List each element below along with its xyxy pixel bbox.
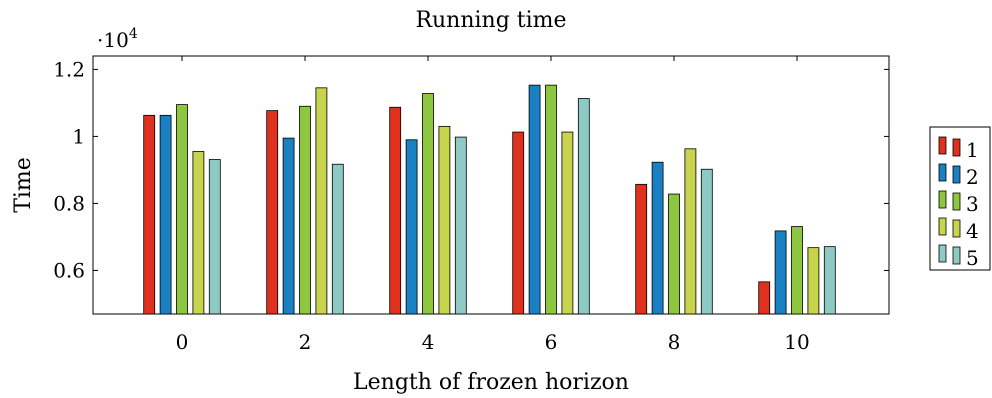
y-tick-label: 1 bbox=[72, 124, 85, 148]
legend-label: 2 bbox=[966, 165, 979, 189]
bar bbox=[266, 110, 279, 315]
bar bbox=[528, 84, 541, 315]
legend-swatch bbox=[938, 163, 947, 182]
legend-label: 5 bbox=[966, 246, 979, 270]
plot-area bbox=[92, 55, 890, 315]
bar bbox=[208, 159, 221, 315]
bar bbox=[700, 168, 713, 315]
x-tick-label: 2 bbox=[299, 330, 312, 354]
bar bbox=[791, 226, 803, 315]
bar bbox=[282, 137, 295, 315]
legend-swatch bbox=[952, 165, 961, 184]
x-axis-label: Length of frozen horizon bbox=[353, 370, 629, 395]
bar bbox=[577, 98, 590, 315]
bar bbox=[684, 148, 697, 315]
x-axis: 0 2 4 6 8 10 bbox=[176, 56, 810, 354]
legend-swatch bbox=[952, 219, 961, 238]
legend-swatch bbox=[938, 136, 947, 155]
y-axis-label: Time bbox=[11, 157, 36, 213]
bar bbox=[545, 84, 557, 315]
y-tick-label: 0.6 bbox=[53, 258, 85, 282]
bar bbox=[561, 131, 574, 315]
bar bbox=[651, 161, 664, 315]
bar bbox=[315, 87, 328, 315]
legend-swatch bbox=[938, 244, 947, 263]
bar bbox=[635, 183, 648, 315]
legend-label: 1 bbox=[966, 138, 979, 162]
bars bbox=[143, 84, 836, 315]
bar bbox=[823, 246, 836, 315]
bar bbox=[807, 247, 820, 315]
y-multiplier: ·104 bbox=[97, 26, 138, 52]
legend-swatch bbox=[952, 246, 961, 265]
bar bbox=[438, 125, 451, 315]
legend-swatch bbox=[938, 217, 947, 236]
legend-swatch bbox=[952, 192, 961, 211]
bar bbox=[758, 281, 771, 315]
x-tick-label: 6 bbox=[545, 330, 558, 354]
bar bbox=[512, 131, 525, 315]
bar bbox=[192, 151, 205, 315]
bar bbox=[668, 193, 680, 315]
x-tick-label: 8 bbox=[668, 330, 681, 354]
x-tick-label: 0 bbox=[176, 330, 189, 354]
bar bbox=[405, 139, 418, 315]
y-tick-label: 0.8 bbox=[53, 191, 85, 215]
legend: 1 2 3 4 5 bbox=[929, 126, 991, 271]
bar bbox=[159, 114, 172, 315]
bar bbox=[422, 93, 434, 315]
bar bbox=[176, 104, 188, 315]
x-tick-label: 10 bbox=[784, 330, 809, 354]
y-axis: 0.6 0.8 1 1.2 bbox=[53, 57, 889, 282]
x-tick-label: 4 bbox=[422, 330, 435, 354]
legend-label: 4 bbox=[966, 219, 979, 243]
bar bbox=[299, 105, 311, 315]
chart-title: Running time bbox=[415, 8, 566, 33]
legend-label: 3 bbox=[966, 192, 979, 216]
y-tick-label: 1.2 bbox=[53, 57, 85, 81]
legend-swatch bbox=[938, 190, 947, 209]
legend-swatch bbox=[952, 138, 961, 157]
bar bbox=[454, 136, 467, 315]
bar bbox=[774, 230, 787, 315]
bar bbox=[331, 163, 344, 315]
bar bbox=[389, 106, 402, 315]
bar bbox=[143, 114, 156, 315]
